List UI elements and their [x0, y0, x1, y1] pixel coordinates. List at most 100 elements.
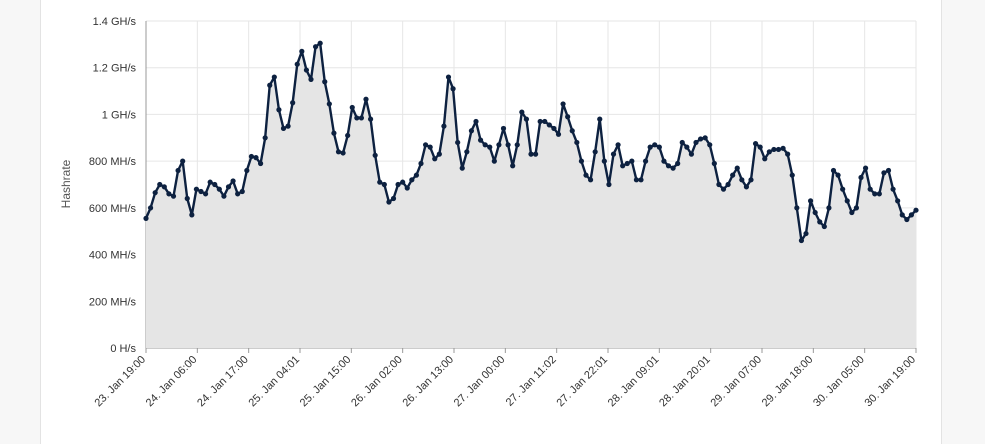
hashrate-chart: 0 H/s 200 MH/s 400 MH/s 600 MH/s 800 MH/s 1 G… [59, 16, 919, 410]
data-point [473, 118, 479, 125]
data-point [459, 165, 465, 171]
data-point [487, 144, 493, 150]
x-tick-label: 28. Jan 09:01 [606, 354, 662, 410]
data-point [913, 207, 919, 213]
data-point [592, 149, 598, 155]
data-point [895, 198, 901, 204]
data-point [853, 205, 860, 211]
data-point [436, 151, 442, 157]
data-point [620, 163, 626, 169]
data-point [500, 125, 507, 132]
data-point [225, 184, 232, 190]
data-point [881, 170, 887, 176]
data-point [390, 195, 397, 202]
data-point [312, 44, 319, 50]
data-point [404, 185, 410, 191]
data-point [326, 101, 332, 107]
data-point [679, 139, 685, 146]
data-point [734, 165, 740, 171]
y-tick-label: 1 GH/s [102, 109, 137, 121]
data-point [189, 212, 195, 218]
data-point [230, 178, 236, 184]
data-point [216, 186, 222, 192]
data-point [395, 181, 401, 188]
data-point [675, 160, 681, 167]
data-point [152, 190, 158, 196]
data-point [565, 114, 571, 120]
data-point [496, 142, 502, 148]
y-tick-label: 400 MH/s [89, 250, 137, 262]
data-point [468, 128, 475, 134]
data-point [363, 96, 369, 102]
data-point [331, 130, 337, 136]
y-axis-title: Hashrate [59, 159, 73, 208]
x-tick-label: 26. Jan 13:00 [400, 354, 456, 410]
data-point [464, 149, 470, 155]
data-point [386, 199, 392, 205]
data-point [555, 131, 562, 137]
y-tick-label: 1.2 GH/s [93, 63, 137, 75]
data-point [821, 223, 827, 230]
x-tick-label: 26. Jan 02:00 [349, 354, 405, 410]
y-tick-label: 1.4 GH/s [93, 16, 137, 28]
data-point [872, 191, 878, 197]
data-point [477, 137, 484, 143]
data-point [299, 48, 305, 54]
x-tick-label: 27. Jan 22:01 [554, 354, 610, 410]
data-point [340, 150, 346, 156]
data-point [308, 76, 314, 82]
data-point [523, 116, 530, 122]
data-point [826, 205, 832, 211]
data-point [569, 128, 575, 134]
data-point [441, 123, 447, 129]
data-point [652, 142, 658, 148]
data-point [849, 209, 855, 216]
data-point [455, 139, 461, 146]
data-point [147, 205, 154, 211]
data-point [294, 61, 300, 67]
data-point [280, 125, 287, 132]
data-point [510, 163, 516, 169]
data-point [597, 116, 603, 122]
data-point [257, 160, 264, 167]
data-point [716, 181, 722, 188]
data-point [899, 212, 905, 218]
data-point [235, 191, 241, 197]
data-point [400, 179, 406, 185]
x-tick-label: 24. Jan 06:00 [144, 354, 200, 410]
data-point [143, 215, 149, 221]
data-point [418, 160, 424, 167]
data-point [807, 198, 814, 204]
data-point [702, 135, 708, 141]
data-point [904, 216, 910, 223]
data-point [762, 156, 768, 162]
data-point [876, 191, 882, 197]
data-point [665, 163, 672, 169]
data-point [271, 74, 277, 80]
data-point [180, 158, 186, 164]
data-point [157, 181, 163, 188]
x-tick-label: 28. Jan 20:01 [657, 354, 713, 410]
data-point [688, 151, 695, 157]
data-point [775, 146, 782, 153]
data-point [711, 160, 717, 167]
data-point [422, 142, 429, 148]
data-point [482, 142, 488, 148]
data-point [184, 195, 190, 202]
data-point [239, 188, 245, 195]
data-point [354, 115, 360, 121]
data-point [519, 109, 525, 115]
data-point [358, 115, 365, 121]
x-tick-label: 30. Jan 19:00 [862, 354, 918, 410]
data-point [835, 172, 841, 178]
data-point [413, 172, 420, 178]
data-point [303, 67, 310, 73]
data-point [844, 198, 850, 204]
data-point [830, 167, 837, 174]
data-point [345, 132, 351, 139]
data-point [771, 146, 777, 153]
data-point [656, 144, 662, 150]
series-area [146, 43, 916, 348]
data-point [647, 144, 653, 150]
data-point [432, 156, 438, 162]
